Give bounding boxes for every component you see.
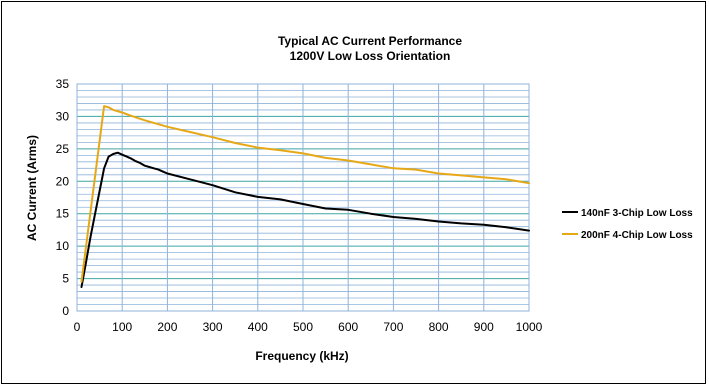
x-tick-label: 200: [157, 320, 177, 334]
y-tick-label: 35: [56, 77, 70, 91]
x-tick-label: 100: [112, 320, 132, 334]
x-tick-label: 1000: [516, 320, 543, 334]
y-axis-title: AC Current (Arms): [25, 135, 39, 241]
major-gridlines: [76, 83, 530, 312]
y-tick-label: 0: [62, 304, 69, 318]
x-tick-label: 0: [74, 320, 81, 334]
y-tick-label: 30: [56, 109, 70, 123]
legend: 140nF 3-Chip Low Loss 200nF 4-Chip Low Lo…: [562, 208, 693, 241]
x-tick-label: 800: [429, 320, 449, 334]
x-tick-label: 500: [293, 320, 313, 334]
x-tick-label: 700: [383, 320, 403, 334]
y-axis-ticks: 0 5 10 15 20 25 30 35: [56, 77, 70, 318]
x-tick-label: 400: [248, 320, 268, 334]
chart-subtitle: 1200V Low Loss Orientation: [290, 49, 451, 63]
y-tick-label: 20: [56, 174, 70, 188]
chart-title: Typical AC Current Performance: [278, 34, 462, 48]
legend-label-1: 140nF 3-Chip Low Loss: [581, 208, 693, 219]
legend-label-2: 200nF 4-Chip Low Loss: [581, 230, 693, 241]
plot-area: [76, 83, 530, 312]
series-line-2: [80, 105, 530, 283]
y-tick-label: 25: [56, 142, 70, 156]
y-tick-label: 5: [62, 272, 69, 286]
y-tick-label: 10: [56, 239, 70, 253]
x-tick-label: 900: [474, 320, 494, 334]
series-line-1: [80, 151, 530, 288]
x-axis-title: Frequency (kHz): [255, 349, 348, 363]
x-axis-ticks: 0 100 200 300 400 500 600 700 800 900 1000: [74, 320, 543, 334]
series-lines: [80, 105, 530, 288]
y-tick-label: 15: [56, 207, 70, 221]
x-tick-label: 600: [338, 320, 358, 334]
x-tick-label: 300: [203, 320, 223, 334]
